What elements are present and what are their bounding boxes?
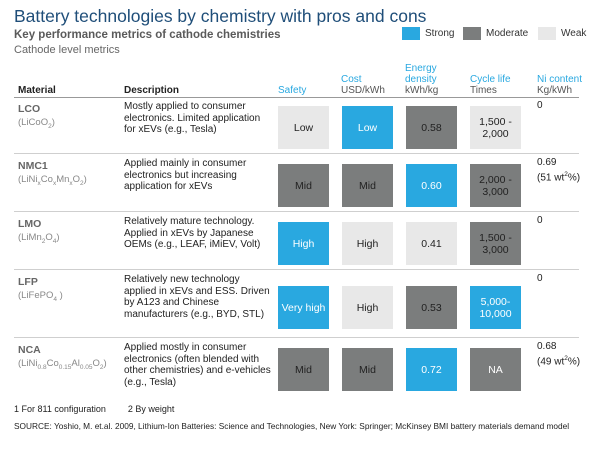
table-row-nmc1: NMC1 (LiNixCoxMnxO2) Applied mainly in c… bbox=[14, 155, 581, 212]
col-header-ni: Ni content Kg/kWh bbox=[537, 74, 582, 96]
material-name: NMC1 bbox=[18, 160, 48, 172]
page-subtitle: Key performance metrics of cathode chemi… bbox=[14, 29, 281, 41]
material-formula: (LiNi0.8Co0.15Al0.05O2) bbox=[18, 358, 107, 371]
cell-energy: 0.72 bbox=[406, 348, 457, 391]
material-description: Applied mainly in consumer electronics b… bbox=[124, 158, 247, 192]
material-formula: (LiMn2O4) bbox=[18, 232, 60, 245]
header-divider bbox=[14, 97, 579, 98]
cell-energy: 0.53 bbox=[406, 286, 457, 329]
col-header-ni-label: Ni content bbox=[537, 74, 583, 85]
legend-strong: Strong bbox=[402, 26, 454, 40]
legend-weak: Weak bbox=[538, 26, 586, 40]
material-name: NCA bbox=[18, 344, 41, 356]
col-header-description: Description bbox=[124, 85, 180, 96]
cell-energy: 0.41 bbox=[406, 222, 457, 265]
col-header-cost: Cost USD/kWh bbox=[341, 74, 385, 96]
cell-cycle: 1,500 - 3,000 bbox=[470, 222, 521, 265]
legend-swatch-strong bbox=[402, 26, 420, 40]
cell-cycle: NA bbox=[470, 348, 521, 391]
row-divider bbox=[14, 153, 579, 154]
material-name: LMO bbox=[18, 218, 42, 230]
cell-cost: Mid bbox=[342, 164, 393, 207]
source-note: SOURCE: Yoshio, M. et.al. 2009, Lithium-… bbox=[14, 421, 570, 431]
footnote-1: 1 For 811 configuration bbox=[14, 404, 106, 414]
cell-safety: Low bbox=[278, 106, 329, 149]
footnote-2: 2 By weight bbox=[127, 404, 175, 414]
col-header-cycle-unit: Times bbox=[470, 85, 497, 96]
cell-cost: Mid bbox=[342, 348, 393, 391]
col-header-ni-unit: Kg/kWh bbox=[537, 85, 573, 96]
legend-label-moderate: Moderate bbox=[486, 27, 529, 39]
material-description: Relatively new technology applied in xEV… bbox=[124, 274, 270, 320]
material-formula: (LiNixCoxMnxO2) bbox=[18, 174, 87, 187]
cell-cost: High bbox=[342, 286, 393, 329]
page-title: Battery technologies by chemistry with p… bbox=[14, 6, 427, 26]
cell-safety: Very high bbox=[278, 286, 329, 329]
ni-content: 0 bbox=[537, 100, 543, 111]
cell-cycle: 1,500 - 2,000 bbox=[470, 106, 521, 149]
cell-safety: Mid bbox=[278, 164, 329, 207]
ni-content: 0 bbox=[537, 273, 543, 284]
col-header-cost-label: Cost bbox=[341, 74, 362, 85]
page-subsubtitle: Cathode level metrics bbox=[14, 44, 120, 56]
col-header-energy: Energy density kWh/kg bbox=[405, 63, 438, 96]
row-divider bbox=[14, 211, 579, 212]
material-name: LCO bbox=[18, 103, 41, 115]
cell-energy: 0.60 bbox=[406, 164, 457, 207]
col-header-energy-unit: kWh/kg bbox=[405, 85, 439, 96]
legend-label-strong: Strong bbox=[425, 27, 455, 39]
table-row-lfp: LFP (LiFePO4 ) Relatively new technology… bbox=[14, 271, 579, 338]
table-row-nca: NCA (LiNi0.8Co0.15Al0.05O2) Applied most… bbox=[14, 339, 581, 399]
col-header-energy-label: Energy bbox=[405, 63, 437, 74]
material-description: Applied mostly in consumer electronics (… bbox=[124, 342, 271, 388]
material-formula: (LiFePO4 ) bbox=[18, 290, 63, 303]
col-header-cycle-label: Cycle life bbox=[470, 74, 511, 85]
material-name: LFP bbox=[18, 276, 38, 288]
legend-swatch-weak bbox=[538, 26, 556, 40]
row-divider bbox=[14, 337, 579, 338]
col-header-cycle: Cycle life Times bbox=[470, 74, 511, 96]
ni-content: 0.69 (51 wt2%) bbox=[537, 157, 581, 184]
col-header-cost-unit: USD/kWh bbox=[341, 85, 385, 96]
legend-moderate: Moderate bbox=[463, 26, 528, 40]
material-formula: (LiCoO2) bbox=[18, 117, 55, 130]
cell-cost: High bbox=[342, 222, 393, 265]
cell-cycle: 2,000 - 3,000 bbox=[470, 164, 521, 207]
col-header-material: Material bbox=[18, 85, 56, 96]
table-row-lco: LCO (LiCoO2) Mostly applied to consumer … bbox=[14, 98, 579, 154]
cell-cycle: 5,000- 10,000 bbox=[470, 286, 521, 329]
ni-content: 0.68 (49 wt2%) bbox=[537, 341, 581, 368]
legend-swatch-moderate bbox=[463, 26, 481, 40]
row-divider bbox=[14, 269, 579, 270]
cell-energy: 0.58 bbox=[406, 106, 457, 149]
cell-cost: Low bbox=[342, 106, 393, 149]
col-header-energy-label2: density bbox=[405, 74, 437, 85]
col-header-safety: Safety bbox=[278, 85, 307, 96]
footnotes: 1 For 811 configuration 2 By weight bbox=[14, 404, 174, 414]
cell-safety: Mid bbox=[278, 348, 329, 391]
legend-label-weak: Weak bbox=[561, 27, 587, 39]
material-description: Relatively mature technology. Applied in… bbox=[124, 216, 261, 250]
ni-content: 0 bbox=[537, 215, 543, 226]
table-row-lmo: LMO (LiMn2O4) Relatively mature technolo… bbox=[14, 213, 579, 270]
material-description: Mostly applied to consumer electronics. … bbox=[124, 101, 261, 135]
cell-safety: High bbox=[278, 222, 329, 265]
